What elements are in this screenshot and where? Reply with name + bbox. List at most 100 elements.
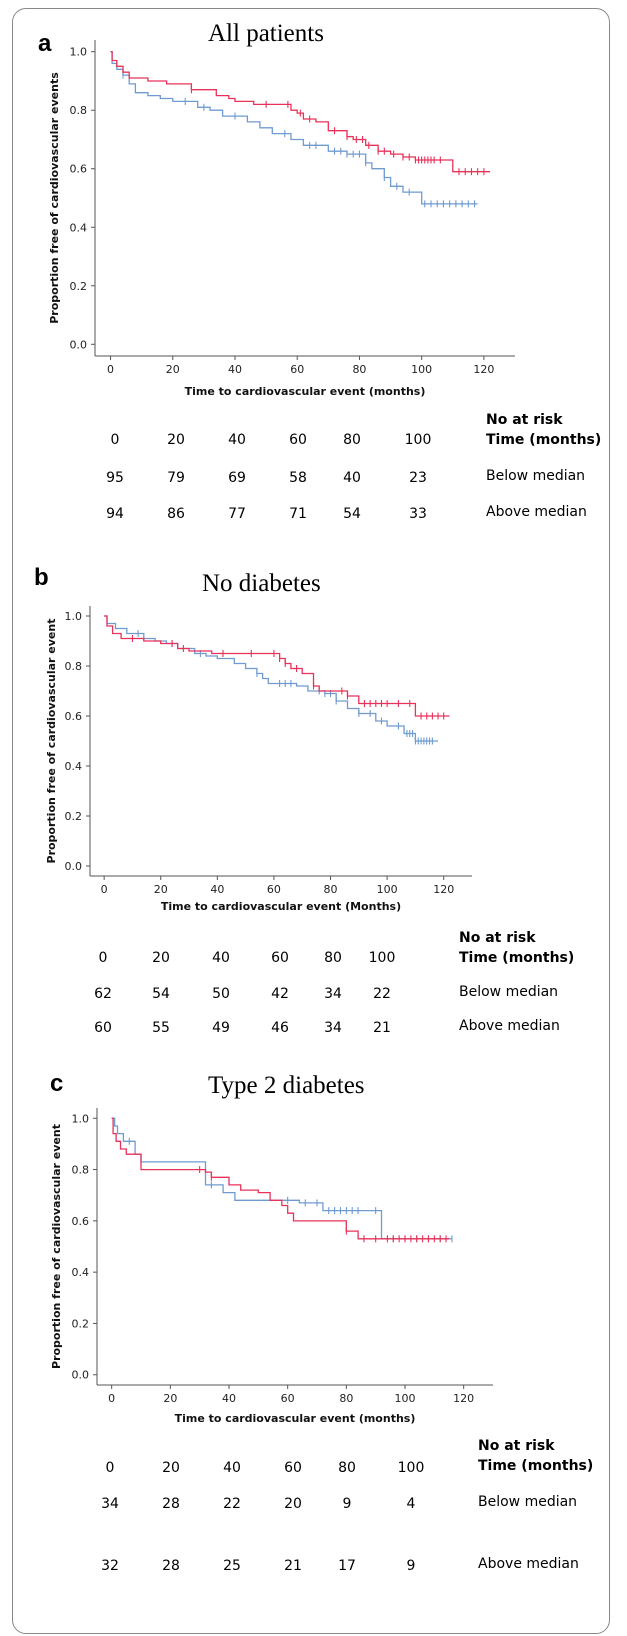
- risk-row-label: Above median: [486, 504, 587, 520]
- risk-time: 20: [152, 950, 170, 966]
- panel-letter: c: [50, 1070, 64, 1097]
- risk-table: No at risk Time (months) 0 20 40 60 80 1…: [0, 560, 627, 1080]
- km-plot: 0.0 0.2 0.4 0.6 0.8 1.0 0 20 40 60 80 100 120 Time to…: [45, 606, 472, 913]
- risk-count: 54: [343, 506, 361, 522]
- survival-curve: [110, 51, 478, 205]
- x-axis-label: Time to cardiovascular event (months): [175, 1412, 416, 1425]
- y-tick-label: 0.8: [72, 1164, 90, 1177]
- risk-header-time: Time (months): [486, 432, 602, 448]
- panel-letter: b: [34, 564, 49, 591]
- y-tick-label: 0.2: [72, 1317, 90, 1330]
- risk-count: 17: [338, 1558, 356, 1574]
- risk-time: 60: [289, 432, 307, 448]
- y-axis-label: Proportion free of cardiovascular event: [45, 619, 58, 864]
- risk-count: 86: [167, 506, 185, 522]
- risk-count: 34: [324, 986, 342, 1002]
- risk-row-label: Above median: [478, 1556, 579, 1572]
- risk-time: 100: [397, 1460, 425, 1476]
- risk-row-label: Below median: [486, 468, 586, 484]
- panel-c: c Type 2 diabetes 0.0 0.2 0.4 0.6 0.8 1.0 0 20 4…: [0, 1070, 627, 1636]
- risk-count: 33: [409, 506, 427, 522]
- risk-count: 25: [223, 1558, 241, 1574]
- y-tick-label: 0.2: [70, 280, 88, 293]
- panel-a: a All patients 0.0 0.2 0.4 0.6 0.8 1.0 0 20 40 60…: [0, 0, 627, 560]
- risk-count: 54: [152, 986, 170, 1002]
- risk-time: 60: [284, 1460, 302, 1476]
- risk-count: 21: [373, 1020, 391, 1036]
- x-tick-label: 0: [101, 883, 108, 896]
- risk-count: 23: [409, 470, 427, 486]
- chart-title: All patients: [208, 20, 324, 47]
- x-tick-label: 60: [290, 363, 304, 376]
- risk-time: 0: [98, 950, 108, 966]
- risk-time: 80: [343, 432, 361, 448]
- survival-curve: [110, 51, 491, 173]
- risk-count: 22: [373, 986, 391, 1002]
- panel-b: b No diabetes 0.0 0.2 0.4 0.6 0.8 1.0 0 20 40 60 8…: [0, 560, 627, 1080]
- risk-time: 80: [338, 1460, 356, 1476]
- risk-time: 80: [324, 950, 342, 966]
- x-tick-label: 60: [267, 883, 281, 896]
- chart-title: No diabetes: [202, 570, 321, 597]
- risk-time: 40: [223, 1460, 241, 1476]
- risk-header-title: No at risk: [486, 412, 563, 428]
- risk-count: 69: [228, 470, 246, 486]
- figure-frame: [12, 8, 610, 1634]
- risk-count: 77: [228, 506, 246, 522]
- risk-row-label: Above median: [459, 1018, 560, 1034]
- risk-header-title: No at risk: [459, 930, 536, 946]
- risk-header-time: Time (months): [459, 950, 575, 966]
- x-tick-label: 100: [395, 1392, 416, 1405]
- x-tick-label: 100: [377, 883, 398, 896]
- risk-count: 58: [289, 470, 307, 486]
- x-tick-label: 60: [281, 1392, 295, 1405]
- risk-header: No at risk Time (months): [459, 928, 574, 968]
- risk-count: 9: [342, 1496, 352, 1512]
- risk-count: 46: [271, 1020, 289, 1036]
- survival-curve: [111, 1117, 452, 1240]
- risk-count: 22: [223, 1496, 241, 1512]
- risk-count: 9: [406, 1558, 416, 1574]
- y-tick-label: 0.4: [65, 760, 83, 773]
- risk-count: 55: [152, 1020, 170, 1036]
- risk-count: 71: [289, 506, 307, 522]
- risk-count: 40: [343, 470, 361, 486]
- risk-row-label: Below median: [478, 1494, 578, 1510]
- y-tick-label: 0.8: [65, 660, 83, 673]
- risk-time: 20: [167, 432, 185, 448]
- y-tick-label: 0.4: [70, 221, 88, 234]
- y-tick-label: 0.6: [70, 163, 88, 176]
- risk-count: 20: [284, 1496, 302, 1512]
- risk-count: 60: [94, 1020, 112, 1036]
- x-tick-label: 0: [108, 1392, 115, 1405]
- x-tick-label: 80: [324, 883, 338, 896]
- x-tick-label: 120: [433, 883, 454, 896]
- x-axis-label: Time to cardiovascular event (Months): [161, 900, 401, 913]
- risk-count: 49: [212, 1020, 230, 1036]
- x-axis-label: Time to cardiovascular event (months): [185, 385, 426, 398]
- x-tick-label: 0: [107, 363, 114, 376]
- km-plot: 0.0 0.2 0.4 0.6 0.8 1.0 0 20 40 60 80 100 120 Time to…: [50, 1108, 493, 1425]
- risk-time: 60: [271, 950, 289, 966]
- risk-count: 94: [106, 506, 124, 522]
- risk-count: 28: [162, 1496, 180, 1512]
- risk-count: 28: [162, 1558, 180, 1574]
- chart-title: Type 2 diabetes: [208, 1072, 365, 1099]
- risk-table: No at risk Time (months) 0 20 40 60 80 1…: [0, 1080, 627, 1636]
- risk-table: No at risk Time (months) 0 20 40 60 80 1…: [0, 0, 627, 560]
- y-tick-label: 0.0: [70, 338, 88, 351]
- x-tick-label: 20: [163, 1392, 177, 1405]
- x-tick-label: 80: [352, 363, 366, 376]
- risk-count: 34: [324, 1020, 342, 1036]
- x-tick-label: 40: [222, 1392, 236, 1405]
- y-tick-label: 0.6: [65, 710, 83, 723]
- risk-header: No at risk Time (months): [478, 1436, 593, 1476]
- x-tick-label: 40: [228, 363, 242, 376]
- y-tick-label: 0.8: [70, 104, 88, 117]
- survival-curve: [111, 1117, 449, 1240]
- y-axis-label: Proportion free of cardiovascular events: [48, 72, 61, 324]
- risk-count: 95: [106, 470, 124, 486]
- risk-row-label: Below median: [459, 984, 559, 1000]
- y-tick-label: 0.0: [72, 1369, 90, 1382]
- risk-count: 79: [167, 470, 185, 486]
